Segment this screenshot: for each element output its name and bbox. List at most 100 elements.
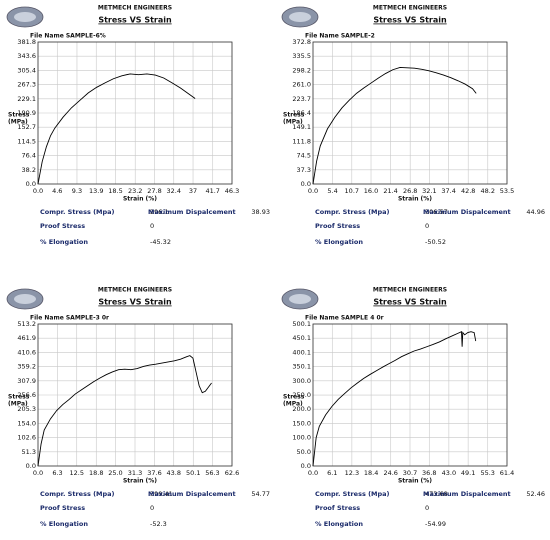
- stat-label: % Elongation: [40, 238, 88, 246]
- stat-label: Maximum Dispalcement: [148, 208, 236, 216]
- y-tick-label: 500.1: [292, 320, 311, 328]
- x-tick-label: 31.3: [128, 469, 142, 477]
- y-axis-label: Stress: [8, 394, 30, 401]
- x-tick-label: 13.9: [89, 187, 103, 195]
- stat-label: Compr. Stress (Mpa): [40, 208, 115, 216]
- stat-label: Compr. Stress (Mpa): [315, 208, 390, 216]
- stress-strain-curve: [312, 331, 477, 467]
- y-axis-label: (MPa): [283, 119, 303, 126]
- x-tick-label: 12.5: [69, 469, 83, 477]
- x-tick-label: 26.8: [403, 187, 417, 195]
- x-tick-label: 37.4: [441, 187, 455, 195]
- y-tick-label: 381.8: [17, 38, 36, 46]
- header: METMECH ENGINEERS: [373, 5, 447, 12]
- stat-label: % Elongation: [315, 520, 363, 528]
- y-tick-label: 50.0: [297, 448, 311, 456]
- x-axis-label: Strain (%): [398, 196, 432, 203]
- stress-strain-curve: [312, 66, 477, 185]
- plot-frame: [312, 41, 508, 185]
- y-tick-label: 37.3: [297, 166, 311, 174]
- stat-label: Compr. Stress (Mpa): [315, 490, 390, 498]
- stat-label: Maximum Dispalcement: [148, 490, 236, 498]
- logo-shape: [289, 294, 311, 304]
- stress-strain-curve: [37, 73, 196, 185]
- stat-value: 399.41: [150, 490, 173, 498]
- y-tick-label: 461.9: [17, 334, 36, 342]
- header: METMECH ENGINEERS: [98, 5, 172, 12]
- y-tick-label: 76.4: [22, 152, 36, 160]
- x-tick-label: 6.1: [327, 469, 337, 477]
- stat-label: Proof Stress: [315, 222, 360, 230]
- x-tick-label: 9.3: [72, 187, 82, 195]
- y-tick-label: 149.1: [292, 123, 311, 131]
- x-tick-label: 0.0: [33, 469, 43, 477]
- y-axis-label: (MPa): [8, 119, 28, 126]
- x-tick-label: 41.7: [205, 187, 219, 195]
- logo: [6, 6, 44, 28]
- y-tick-label: 114.5: [17, 137, 36, 145]
- x-tick-label: 61.4: [500, 469, 514, 477]
- y-tick-label: 450.1: [292, 334, 311, 342]
- y-tick-label: 256.6: [17, 391, 36, 399]
- y-tick-label: 267.3: [17, 81, 36, 89]
- x-tick-label: 21.4: [383, 187, 397, 195]
- x-tick-label: 6.3: [52, 469, 62, 477]
- x-tick-label: 56.3: [205, 469, 219, 477]
- stat-value: 52.46: [526, 490, 545, 498]
- x-axis-label: Strain (%): [123, 478, 157, 485]
- x-tick-label: 48.2: [481, 187, 495, 195]
- stress-strain-curve: [37, 355, 212, 467]
- header: METMECH ENGINEERS: [373, 287, 447, 294]
- stat-value: -45.32: [150, 238, 171, 246]
- x-tick-label: 27.8: [147, 187, 161, 195]
- logo: [281, 6, 319, 28]
- x-tick-label: 43.0: [442, 469, 456, 477]
- y-tick-label: 38.2: [22, 166, 36, 174]
- chart-title: Stress VS Strain: [373, 298, 447, 307]
- logo-shape: [14, 294, 36, 304]
- y-tick-label: 0.0: [301, 180, 311, 188]
- x-tick-label: 23.2: [128, 187, 142, 195]
- x-tick-label: 37: [189, 187, 197, 195]
- stat-value: 473.68: [425, 490, 448, 498]
- y-axis-label: Stress: [283, 112, 305, 119]
- y-tick-label: 154.0: [17, 419, 36, 427]
- stat-value: 44.96: [526, 208, 545, 216]
- stat-label: Maximum Dispalcement: [423, 208, 511, 216]
- y-tick-label: 223.7: [292, 95, 311, 103]
- y-tick-label: 305.4: [17, 66, 36, 74]
- x-tick-label: 10.7: [345, 187, 359, 195]
- y-tick-label: 0.0: [26, 462, 36, 470]
- logo: [281, 288, 319, 310]
- stat-value: 54.77: [251, 490, 270, 498]
- x-tick-label: 18.8: [89, 469, 103, 477]
- x-tick-label: 36.8: [422, 469, 436, 477]
- chart-title: Stress VS Strain: [98, 16, 172, 25]
- y-tick-label: 350.1: [292, 363, 311, 371]
- logo: [6, 288, 44, 310]
- y-tick-label: 343.6: [17, 52, 36, 60]
- y-tick-label: 307.9: [17, 377, 36, 385]
- plot-frame: [312, 323, 508, 467]
- x-tick-label: 62.6: [225, 469, 239, 477]
- x-tick-label: 0.0: [308, 469, 318, 477]
- x-tick-label: 32.1: [422, 187, 436, 195]
- plot-frame: [37, 323, 233, 467]
- stat-label: Proof Stress: [40, 222, 85, 230]
- y-tick-label: 410.6: [17, 348, 36, 356]
- y-tick-label: 0.0: [26, 180, 36, 188]
- stat-value: 306.57: [425, 208, 448, 216]
- file-name: File Name SAMPLE-6%: [30, 33, 106, 40]
- y-tick-label: 150.0: [292, 419, 311, 427]
- y-tick-label: 229.1: [17, 95, 36, 103]
- y-tick-label: 335.5: [292, 52, 311, 60]
- x-tick-label: 46.3: [225, 187, 239, 195]
- x-tick-label: 18.4: [364, 469, 378, 477]
- y-tick-label: 186.4: [292, 109, 311, 117]
- file-name: File Name SAMPLE-3 0r: [30, 315, 109, 322]
- stat-label: Compr. Stress (Mpa): [40, 490, 115, 498]
- x-tick-label: 43.8: [166, 469, 180, 477]
- x-axis-label: Strain (%): [398, 478, 432, 485]
- y-axis-label: Stress: [283, 394, 305, 401]
